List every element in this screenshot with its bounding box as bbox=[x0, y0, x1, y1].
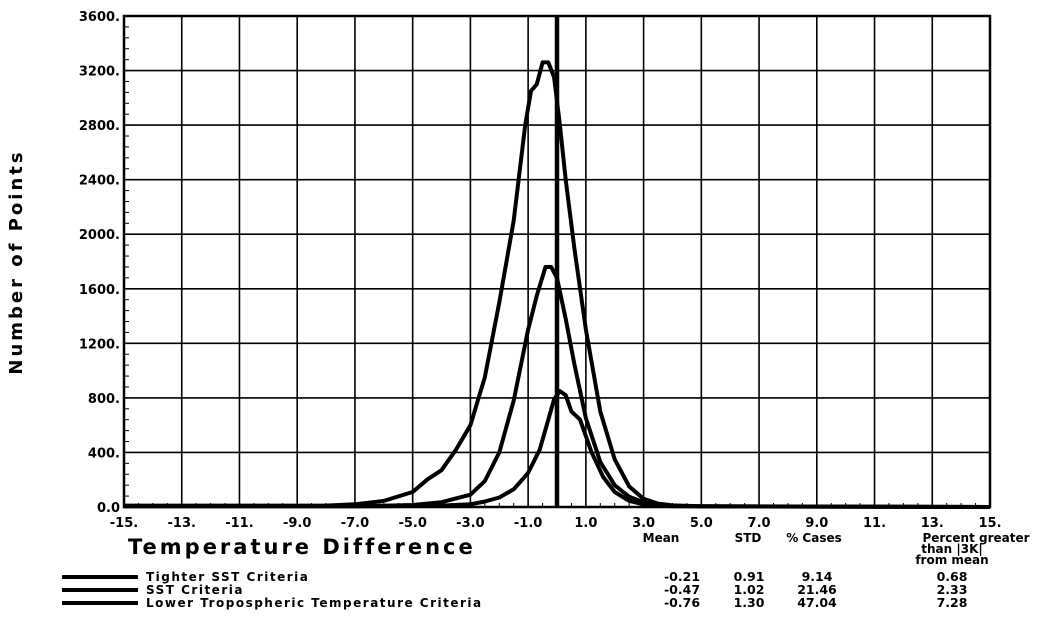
x-tick-label: -9.0 bbox=[283, 516, 311, 531]
stats-header-from-mean: from mean bbox=[915, 553, 988, 567]
stats-std-1: 1.02 bbox=[734, 582, 765, 597]
x-tick-label: 9.0 bbox=[805, 516, 828, 531]
y-tick-label: 2400. bbox=[79, 174, 120, 189]
x-tick-labels: -15. -13. -11. -9.0 -7.0 -5.0 -3.0 -1.0 1.0 3.0 5.… bbox=[110, 516, 1002, 531]
stats-header-percent: Percent greater bbox=[922, 531, 1029, 545]
stats-percent-2: 7.28 bbox=[937, 595, 968, 610]
y-tick-label: 1600. bbox=[79, 283, 120, 298]
x-tick-label: -15. bbox=[110, 516, 138, 531]
y-tick-label: 800. bbox=[88, 392, 120, 407]
series-line-1 bbox=[124, 265, 991, 509]
stats-header-std: STD bbox=[735, 531, 762, 545]
legend-label-0: Tighter SST Criteria bbox=[146, 570, 309, 584]
y-tick-label: 3200. bbox=[79, 65, 120, 80]
stats-cases-1: 21.46 bbox=[797, 582, 837, 597]
y-tick-label: 2800. bbox=[79, 119, 120, 134]
y-axis-title: Number of Points bbox=[6, 149, 27, 374]
stats-cases-0: 9.14 bbox=[802, 569, 833, 584]
x-tick-label: 7.0 bbox=[748, 516, 771, 531]
stats-cases-2: 47.04 bbox=[797, 595, 837, 610]
series-line-2 bbox=[124, 60, 991, 509]
legend: Tighter SST Criteria -0.21 0.91 9.14 0.68 SST… bbox=[62, 569, 967, 610]
stats-mean-1: -0.47 bbox=[664, 582, 700, 597]
y-tick-label: 2000. bbox=[79, 228, 120, 243]
stats-percent-1: 2.33 bbox=[937, 582, 968, 597]
series-layer bbox=[124, 60, 991, 509]
x-tick-label: 5.0 bbox=[690, 516, 713, 531]
x-tick-label: 11. bbox=[863, 516, 886, 531]
stats-header-cases: % Cases bbox=[786, 531, 842, 545]
y-tick-label: 0.0 bbox=[97, 501, 120, 516]
x-tick-label: 1.0 bbox=[574, 516, 597, 531]
stats-std-2: 1.30 bbox=[734, 595, 765, 610]
x-tick-label: -3.0 bbox=[456, 516, 484, 531]
x-tick-label: 15. bbox=[978, 516, 1001, 531]
legend-label-1: SST Criteria bbox=[146, 583, 244, 597]
x-tick-label: 13. bbox=[921, 516, 944, 531]
x-tick-label: -13. bbox=[168, 516, 196, 531]
stats-header-than: than |3K| bbox=[921, 542, 983, 556]
x-tick-label: -5.0 bbox=[398, 516, 426, 531]
stats-mean-0: -0.21 bbox=[664, 569, 700, 584]
x-axis-title: Temperature Difference bbox=[128, 535, 476, 559]
legend-label-2: Lower Tropospheric Temperature Criteria bbox=[146, 596, 483, 610]
series-line-0 bbox=[124, 389, 991, 509]
y-tick-labels: 0.0 400. 800. 1200. 1600. 2000. 2400. 2800. 3200… bbox=[79, 10, 120, 516]
stats-std-0: 0.91 bbox=[734, 569, 765, 584]
stats-percent-0: 0.68 bbox=[937, 569, 968, 584]
x-tick-label: -1.0 bbox=[514, 516, 542, 531]
x-tick-label: 3.0 bbox=[632, 516, 655, 531]
y-tick-label: 1200. bbox=[79, 337, 120, 352]
x-tick-label: -11. bbox=[225, 516, 253, 531]
stats-mean-2: -0.76 bbox=[664, 595, 700, 610]
stats-header-mean: Mean bbox=[643, 531, 680, 545]
y-tick-label: 400. bbox=[88, 446, 120, 461]
x-tick-label: -7.0 bbox=[341, 516, 369, 531]
y-tick-label: 3600. bbox=[79, 10, 120, 25]
